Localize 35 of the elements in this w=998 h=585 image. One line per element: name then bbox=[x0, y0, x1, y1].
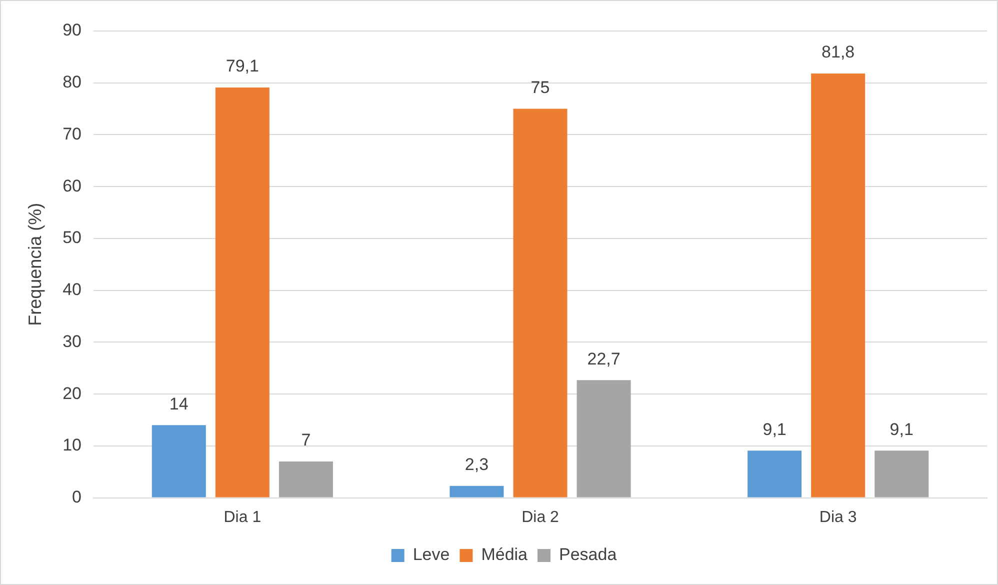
y-tick-label: 20 bbox=[62, 384, 82, 403]
y-tick-label: 50 bbox=[62, 228, 82, 248]
data-label: 14 bbox=[169, 394, 188, 414]
bar bbox=[576, 380, 631, 498]
bar bbox=[215, 88, 270, 498]
data-label: 9,1 bbox=[890, 420, 914, 439]
y-axis-title: Frequencia (%) bbox=[24, 202, 45, 326]
bar bbox=[278, 461, 333, 498]
y-tick-label: 70 bbox=[62, 124, 82, 144]
y-tick-label: 80 bbox=[62, 72, 82, 92]
x-tick-label: Dia 2 bbox=[522, 508, 560, 526]
bar bbox=[811, 74, 866, 498]
legend-label: Média bbox=[481, 545, 528, 564]
bar bbox=[874, 450, 929, 498]
data-label: 75 bbox=[530, 78, 550, 97]
bar bbox=[152, 425, 206, 498]
legend-label: Pesada bbox=[559, 545, 618, 564]
y-tick-label: 30 bbox=[62, 332, 82, 351]
y-tick-label: 10 bbox=[62, 436, 82, 455]
y-tick-label: 60 bbox=[62, 176, 82, 196]
data-label: 2,3 bbox=[464, 455, 489, 474]
y-tick-label: 40 bbox=[62, 280, 82, 300]
data-label: 22,7 bbox=[587, 349, 620, 368]
y-tick-label: 90 bbox=[62, 20, 82, 40]
y-tick-label: 0 bbox=[72, 487, 82, 506]
bar bbox=[450, 486, 504, 498]
data-label: 79,1 bbox=[226, 56, 259, 76]
data-label: 7 bbox=[301, 430, 311, 450]
bar bbox=[748, 450, 802, 498]
bar bbox=[513, 108, 568, 498]
x-tick-label: Dia 3 bbox=[819, 508, 857, 526]
legend-label: Leve bbox=[412, 545, 450, 564]
data-label: 81,8 bbox=[822, 42, 855, 62]
x-tick-label: Dia 1 bbox=[224, 508, 262, 526]
data-label: 9,1 bbox=[762, 420, 786, 439]
